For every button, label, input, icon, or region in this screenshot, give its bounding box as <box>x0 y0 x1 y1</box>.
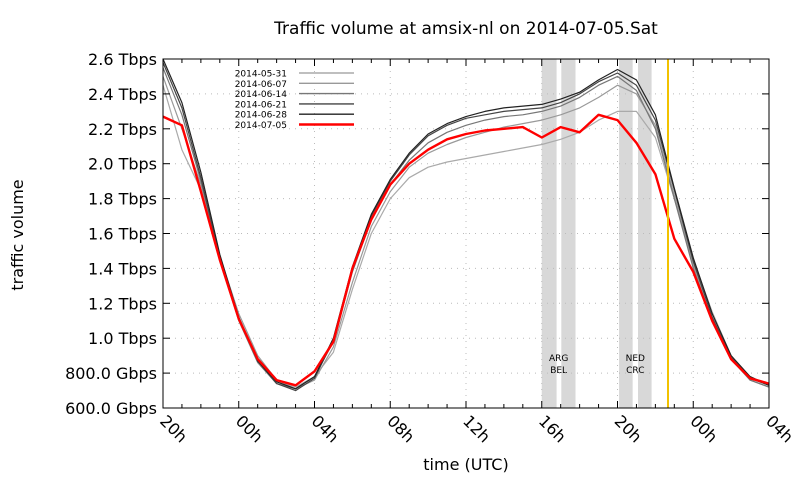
x-tick-label: 00h <box>232 411 267 446</box>
legend-label: 2014-06-07 <box>235 80 287 90</box>
x-tick-label: 08h <box>383 411 418 446</box>
y-tick-label: 1.4 Tbps <box>88 259 157 278</box>
x-tick-label: 16h <box>535 411 570 446</box>
chart-title: Traffic volume at amsix-nl on 2014-07-05… <box>273 19 658 39</box>
y-axis-label: traffic volume <box>8 179 27 290</box>
x-tick-label: 04h <box>308 411 343 446</box>
match-band <box>541 59 557 408</box>
y-tick-label: 2.2 Tbps <box>88 120 157 139</box>
y-tick-label: 2.0 Tbps <box>88 155 157 174</box>
legend-label: 2014-06-21 <box>235 100 287 110</box>
legend-label: 2014-06-14 <box>235 90 288 100</box>
match-band <box>638 59 652 408</box>
y-tick-label: 1.0 Tbps <box>88 329 157 348</box>
x-tick-label: 00h <box>686 411 721 446</box>
legend-label: 2014-05-31 <box>235 70 287 80</box>
match-label: NED <box>626 354 645 364</box>
x-tick-label: 20h <box>156 411 191 446</box>
legend-label: 2014-07-05 <box>235 121 287 131</box>
legend-label: 2014-06-28 <box>235 111 288 121</box>
y-tick-label: 800.0 Gbps <box>65 364 157 383</box>
y-tick-label: 2.4 Tbps <box>88 85 157 104</box>
y-tick-label: 1.2 Tbps <box>88 294 157 313</box>
match-label: BEL <box>550 366 567 376</box>
x-tick-label: 04h <box>762 411 797 446</box>
x-tick-label: 20h <box>611 411 646 446</box>
x-axis-label: time (UTC) <box>423 455 508 474</box>
y-tick-label: 600.0 Gbps <box>65 399 157 418</box>
match-band <box>561 59 576 408</box>
y-tick-label: 1.6 Tbps <box>88 225 157 244</box>
match-label: CRC <box>626 366 644 376</box>
y-tick-label: 2.6 Tbps <box>88 50 157 69</box>
x-tick-label: 12h <box>459 411 494 446</box>
match-label: ARG <box>549 354 568 364</box>
y-tick-label: 1.8 Tbps <box>88 190 157 209</box>
